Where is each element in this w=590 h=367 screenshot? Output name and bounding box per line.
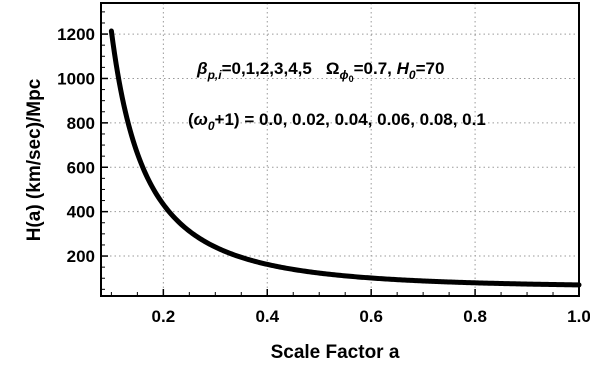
annotation-omega: (ω0+1) = 0.0, 0.02, 0.04, 0.06, 0.08, 0.…	[188, 110, 486, 133]
x-tick-label: 1.0	[567, 307, 590, 326]
plot-frame	[100, 2, 580, 297]
y-tick-label: 1200	[57, 25, 95, 44]
x-tick-label: 0.8	[463, 307, 487, 326]
x-tick-label: 0.4	[255, 307, 279, 326]
y-tick-label: 200	[67, 247, 95, 266]
x-tick-label: 0.2	[152, 307, 176, 326]
grid-lines	[101, 3, 580, 296]
hubble-curve	[108, 28, 582, 288]
x-tick-label: 0.6	[359, 307, 383, 326]
y-tick-label: 1000	[57, 69, 95, 88]
tick-labels: 0.2 0.4 0.6 0.8 1.0 200 400 600 800 1000 1200	[57, 25, 590, 326]
x-axis-label: Scale Factor a	[271, 342, 400, 363]
curve-layer	[108, 28, 582, 288]
y-tick-label: 400	[67, 203, 95, 222]
annotation-parameters: βp,i=0,1,2,3,4,5 Ωϕ0=0.7, H0=70	[196, 59, 444, 84]
y-tick-label: 600	[67, 158, 95, 177]
axis-ticks	[101, 11, 580, 296]
y-axis-label: H(a) (km/sec)/Mpc	[24, 78, 45, 241]
y-tick-label: 800	[67, 114, 95, 133]
